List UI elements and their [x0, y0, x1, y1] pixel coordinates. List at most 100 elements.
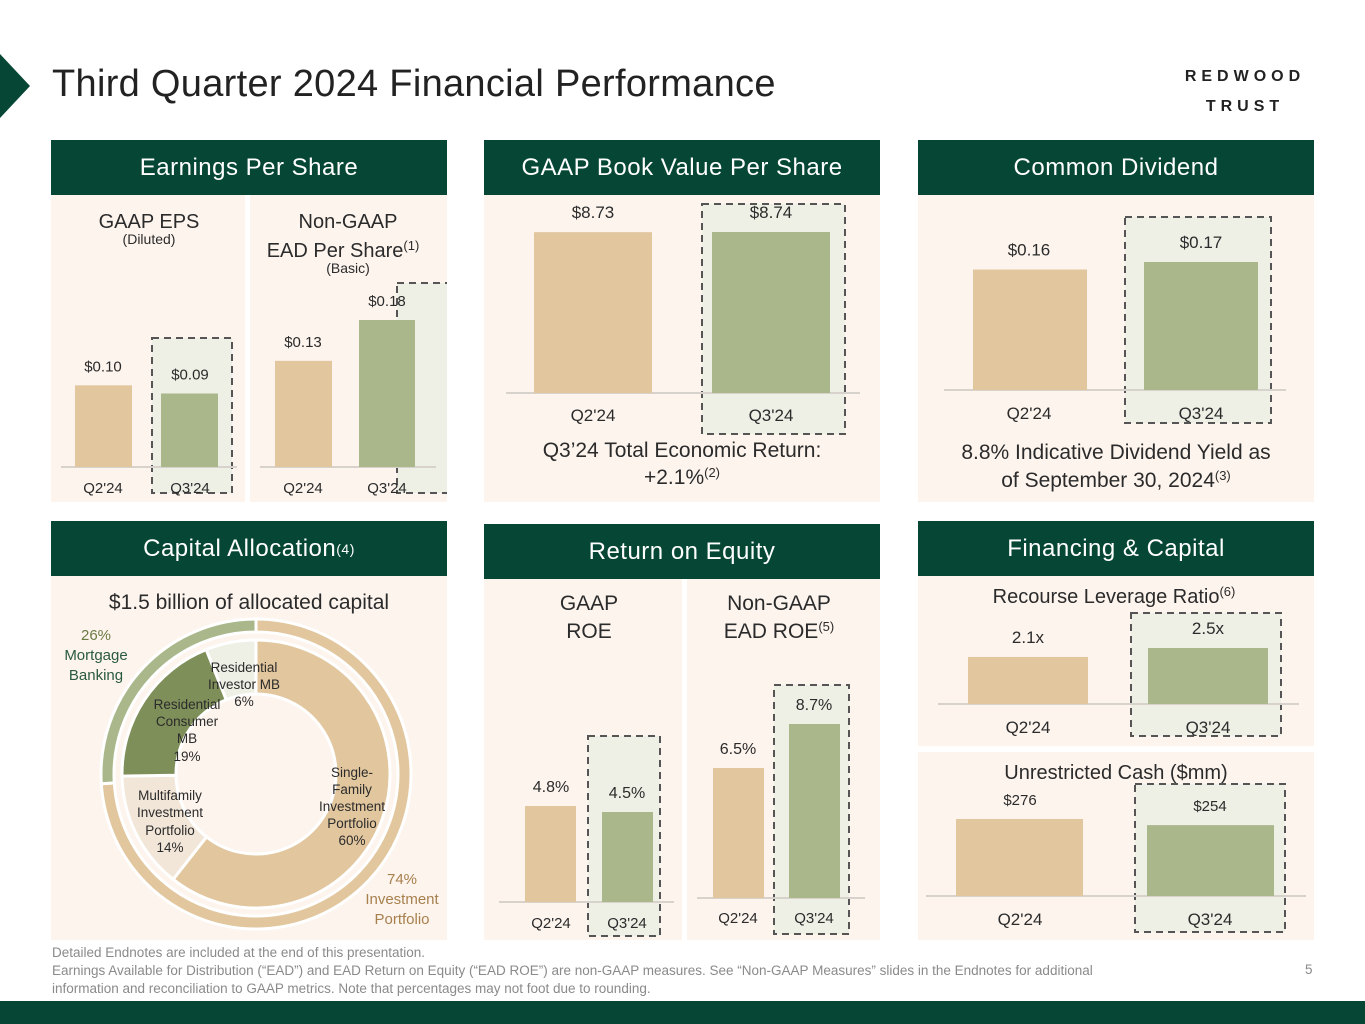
- inner-label-rc-3: MB: [177, 731, 197, 746]
- ead-roe-bar-q2: [713, 768, 764, 898]
- gaap-roe-title-2: ROE: [566, 620, 612, 643]
- ead-per-share-title-1: Non-GAAP: [299, 211, 398, 233]
- inner-ring-slice-0: [171, 638, 392, 910]
- inner-label-sfr-3: Investment: [319, 799, 385, 814]
- inner-ring-slice-3: [204, 638, 258, 702]
- inner-label-investor: Residential Investor MB 6%: [208, 660, 280, 709]
- eps-panel: Earnings Per Share GAAP EPS (Diluted) $0…: [51, 140, 447, 502]
- gaap-eps-bar-q3: [161, 393, 218, 467]
- ead-roe-bar-q3: [789, 724, 840, 898]
- leverage-label-q3: 2.5x: [1192, 619, 1225, 638]
- ead-per-share-chart: Non-GAAP EAD Per Share(1) (Basic) $0.13 …: [260, 211, 447, 497]
- gaap-roe-title-1: GAAP: [560, 592, 618, 615]
- inner-label-consumer: Residential Consumer MB 19%: [154, 697, 221, 764]
- leverage-label-q2: 2.1x: [1012, 628, 1045, 647]
- capital-donut: [99, 617, 413, 931]
- outer-label-investment-1: 74%: [387, 871, 417, 888]
- roe-divider: [682, 579, 687, 940]
- inner-label-mf-3: Portfolio: [145, 823, 195, 838]
- recourse-leverage-chart: Recourse Leverage Ratio(6) 2.1x 2.5x Q2'…: [918, 576, 1314, 746]
- outer-ring-slice-1: [99, 617, 258, 786]
- ead-per-share-title-2: EAD Per Share(1): [267, 238, 420, 262]
- inner-label-sfr-2: Family: [332, 782, 372, 797]
- ead-roe-tick-q2: Q2'24: [718, 910, 758, 927]
- leverage-tick-q2: Q2'24: [1006, 718, 1051, 737]
- gaap-eps-tick-q3: Q3'24: [170, 480, 210, 497]
- eps-divider: [245, 195, 250, 502]
- ead-roe-title-1: Non-GAAP: [727, 592, 831, 615]
- gaap-eps-subtitle: (Diluted): [123, 231, 176, 247]
- leverage-tick-q3: Q3'24: [1186, 718, 1231, 737]
- eps-panel-header: Earnings Per Share: [51, 140, 447, 195]
- dividend-tick-q3: Q3'24: [1179, 404, 1224, 423]
- financing-panel: Financing & Capital Recourse Leverage Ra…: [918, 521, 1314, 940]
- leverage-bar-q3: [1148, 648, 1268, 704]
- gaap-roe-label-q3: 4.5%: [609, 785, 645, 802]
- logo-line-2: TRUST: [1205, 98, 1285, 115]
- footnote-line-1: Detailed Endnotes are included at the en…: [52, 945, 426, 960]
- bvps-bar-q2: [534, 232, 652, 393]
- outer-label-investment-2: Investment: [365, 891, 439, 908]
- gaap-eps-label-q3: $0.09: [171, 367, 209, 384]
- capital-subtitle: $1.5 billion of allocated capital: [109, 591, 389, 614]
- cash-label-q2: $276: [1003, 792, 1036, 809]
- inner-label-ri-2: Investor MB: [208, 677, 280, 692]
- inner-label-mf-1: Multifamily: [138, 788, 202, 803]
- company-logo: REDWOOD TRUST: [1170, 62, 1320, 122]
- inner-label-sfr-5: 60%: [338, 833, 365, 848]
- cash-tick-q2: Q2'24: [998, 910, 1043, 929]
- gaap-roe-tick-q3: Q3'24: [607, 915, 647, 932]
- ead-per-share-label-q2: $0.13: [284, 334, 322, 351]
- ead-per-share-tick-q2: Q2'24: [283, 480, 323, 497]
- cash-bar-q3: [1147, 825, 1274, 896]
- dividend-caption-line-2: of September 30, 2024(3): [1001, 468, 1231, 492]
- inner-label-rc-1: Residential: [154, 697, 221, 712]
- outer-label-mortgage-3: Banking: [69, 667, 123, 684]
- bvps-chart: $8.73 $8.74 Q2'24 Q3'24 Q3’24 Total Econ…: [506, 203, 860, 489]
- capital-allocation-chart: $1.5 billion of allocated capital 26% Mo…: [64, 591, 440, 931]
- inner-label-mf-2: Investment: [137, 805, 203, 820]
- inner-label-mf-4: 14%: [156, 840, 183, 855]
- ead-per-share-tick-q3: Q3'24: [367, 480, 407, 497]
- ead-per-share-bar-q3: [359, 320, 415, 467]
- roe-panel-header: Return on Equity: [484, 524, 880, 579]
- gaap-roe-chart: GAAP ROE 4.8% 4.5% Q2'24 Q3'24: [499, 592, 674, 937]
- ead-roe-title-2: EAD ROE(5): [724, 619, 834, 643]
- leverage-bar-q2: [968, 656, 1088, 704]
- gaap-roe-bar-q2: [525, 806, 576, 902]
- outer-label-mortgage: 26% Mortgage Banking: [64, 627, 127, 684]
- roe-panel: Return on Equity GAAP ROE 4.8% 4.5% Q2'2…: [484, 524, 880, 940]
- inner-label-sfr-1: Single-: [331, 765, 373, 780]
- bvps-caption-line-1: Q3’24 Total Economic Return:: [543, 439, 822, 462]
- bvps-label-q3: $8.74: [750, 203, 793, 222]
- cash-title: Unrestricted Cash ($mm): [1004, 762, 1227, 784]
- bvps-caption-line-2: +2.1%(2): [644, 465, 720, 489]
- bvps-tick-q2: Q2'24: [571, 406, 616, 425]
- ead-per-share-subtitle: (Basic): [326, 260, 370, 276]
- cash-label-q3: $254: [1193, 798, 1226, 815]
- dividend-panel-header: Common Dividend: [918, 140, 1314, 195]
- dividend-panel: Common Dividend $0.16 $0.17 Q2'24 Q3'24 …: [918, 140, 1314, 502]
- inner-label-rc-2: Consumer: [156, 714, 219, 729]
- ead-roe-chart: Non-GAAP EAD ROE(5) 6.5% 8.7% Q2'24 Q3'2…: [697, 592, 865, 935]
- dividend-tick-q2: Q2'24: [1007, 404, 1052, 423]
- dividend-bar-q2: [973, 269, 1087, 390]
- dividend-caption-line-1: 8.8% Indicative Dividend Yield as: [961, 441, 1270, 464]
- ead-roe-label-q2: 6.5%: [720, 741, 756, 758]
- footnote-line-3: information and reconciliation to GAAP m…: [52, 981, 651, 996]
- ead-roe-tick-q3: Q3'24: [794, 910, 834, 927]
- title-marker: [0, 54, 30, 118]
- ead-per-share-label-q3: $0.18: [368, 293, 406, 310]
- inner-label-multifamily: Multifamily Investment Portfolio 14%: [137, 788, 203, 855]
- gaap-eps-title: GAAP EPS: [99, 211, 200, 233]
- inner-label-rc-4: 19%: [173, 749, 200, 764]
- gaap-eps-label-q2: $0.10: [84, 358, 122, 375]
- outer-label-mortgage-2: Mortgage: [64, 647, 127, 664]
- inner-label-sfr-4: Portfolio: [327, 816, 377, 831]
- dividend-chart: $0.16 $0.17 Q2'24 Q3'24 8.8% Indicative …: [944, 216, 1286, 492]
- bvps-panel: GAAP Book Value Per Share $8.73 $8.74 Q2…: [484, 140, 880, 502]
- leverage-title: Recourse Leverage Ratio(6): [993, 584, 1236, 608]
- bvps-bar-q3: [712, 232, 830, 393]
- capital-panel: Capital Allocation (4) $1.5 billion of al…: [51, 521, 447, 940]
- bottom-bar: [0, 1001, 1365, 1024]
